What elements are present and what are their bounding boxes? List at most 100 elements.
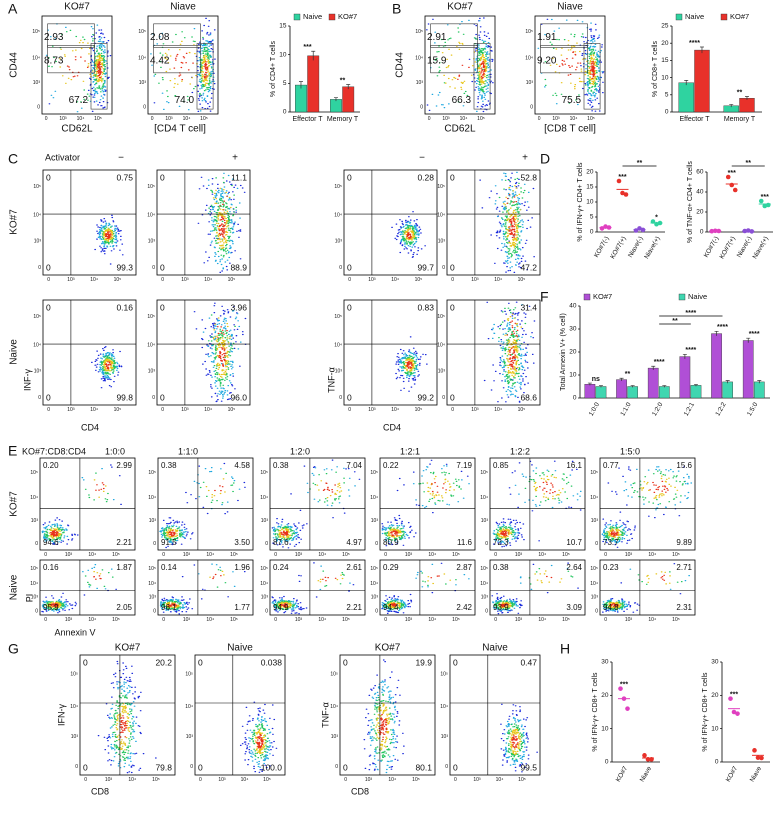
data-point: [623, 192, 629, 197]
quadrant-value: 0.24: [273, 563, 289, 572]
error-bar: [651, 365, 656, 370]
y-tick-label: 5: [283, 80, 287, 87]
event-cloud: [280, 482, 336, 536]
axis-tick-label: 10⁴: [570, 116, 578, 122]
legend-label: Naive: [303, 12, 322, 21]
axis-tick-label: 10⁵: [260, 470, 268, 476]
quadrant-value: 100.0: [261, 762, 283, 772]
x-tick-label: Memory T: [724, 116, 756, 123]
error-bar: [725, 380, 730, 384]
axis-tick-label: 10⁴: [428, 552, 436, 558]
event-cloud: [403, 228, 416, 241]
event-cloud: [384, 572, 457, 610]
column-header: 1:2:1: [400, 446, 420, 456]
event-cloud: [59, 39, 105, 84]
y-tick-label: 5: [590, 214, 594, 221]
y-tick-label: 60: [696, 169, 704, 176]
axis-tick-label: 10³: [186, 734, 194, 740]
quadrant-value: 1.87: [116, 563, 132, 572]
data-point: [728, 696, 733, 701]
axis-tick-label: 10⁴: [148, 581, 156, 587]
axis-tick-label: 0: [384, 617, 387, 623]
ratio-label: KO#7:CD8:CD4: [22, 446, 86, 456]
axis-tick-label: 10⁴: [334, 212, 342, 218]
significance: **: [746, 160, 752, 167]
column-header: −: [419, 153, 425, 164]
event-cloud: [498, 307, 527, 387]
axis-tick-label: 0: [75, 764, 78, 770]
axis-tick-label: 10⁵: [148, 470, 156, 476]
axis-tick-label: 10⁵: [440, 672, 448, 678]
axis-tick-label: 10⁴: [648, 552, 656, 558]
axis-tick-label: 0: [344, 777, 347, 783]
quadrant-value: 0: [450, 172, 455, 182]
axis-tick-label: 0: [595, 608, 598, 614]
axis-tick-label: 10³: [371, 595, 379, 601]
event-cloud: [381, 563, 470, 612]
quadrant-value: 2.87: [456, 563, 472, 572]
axis-tick-label: 0: [494, 552, 497, 558]
caption: [CD8 T cell]: [544, 124, 596, 135]
panel-label: E: [8, 443, 17, 459]
data-point: [620, 190, 625, 196]
axis-label: Annexin V: [54, 627, 95, 637]
axis-tick-label: 10⁵: [518, 277, 526, 283]
axis-tick-label: 10³: [33, 80, 41, 86]
event-cloud: [544, 33, 599, 104]
axis-tick-label: 10³: [526, 80, 534, 86]
axis-tick-label: 0: [454, 777, 457, 783]
plot-title: KO#7: [64, 2, 90, 13]
column-header: 1:2:2: [510, 446, 530, 456]
axis-tick-label: 10⁴: [318, 552, 326, 558]
axis-tick-label: 0: [199, 777, 202, 783]
legend-label: Naive: [685, 12, 704, 21]
data-point: [618, 686, 623, 691]
bar: [722, 381, 733, 399]
axis-label: CD4: [81, 422, 99, 432]
significance: **: [737, 89, 743, 96]
plot-frame: [156, 299, 251, 406]
data-point: [729, 182, 735, 188]
axis-tick-label: 10⁴: [480, 495, 488, 501]
quadrant-value: 0.75: [116, 172, 133, 182]
x-tick-label: Niave(+): [643, 235, 661, 260]
quadrant-value: 3.96: [230, 302, 247, 312]
axis-tick-label: 0: [162, 617, 165, 623]
axis-tick-label: 10⁵: [94, 116, 102, 122]
axis-label: CD44: [395, 52, 406, 78]
event-cloud: [102, 228, 114, 242]
y-tick-label: 20: [586, 169, 594, 176]
legend-swatch: [328, 13, 336, 21]
axis-tick-label: 10⁴: [206, 552, 214, 558]
significance: **: [340, 77, 346, 84]
quadrant-value: 0.14: [161, 563, 177, 572]
quadrant-value: 0: [83, 762, 88, 772]
plot-frame: [42, 299, 137, 406]
axis-tick-label: 0: [428, 116, 431, 122]
quadrant-value: 99.2: [417, 392, 434, 402]
plot-title: Naive: [227, 643, 253, 654]
event-cloud: [429, 19, 492, 112]
axis-tick-label: 10³: [442, 116, 450, 122]
axis-tick-label: 10⁵: [200, 116, 208, 122]
axis-label: CD44: [9, 52, 20, 78]
axis-tick-label: 10⁴: [415, 55, 423, 61]
axis-tick-label: 10³: [405, 552, 413, 558]
axis-tick-label: 10⁵: [342, 552, 350, 558]
event-cloud: [274, 471, 345, 541]
event-cloud: [406, 232, 413, 239]
quadrant-value: 0: [160, 302, 165, 312]
gate: [153, 45, 201, 74]
axis-tick-label: 10⁵: [228, 277, 236, 283]
quadrant-value: 96.1: [161, 603, 177, 612]
axis-tick-label: 10⁵: [185, 672, 193, 678]
error-bar: [662, 385, 667, 388]
y-tick-label: 0: [715, 759, 719, 766]
column-header: 1:2:0: [290, 446, 310, 456]
legend-swatch: [678, 293, 686, 301]
axis-tick-label: 10³: [365, 777, 373, 783]
significance: ****: [689, 40, 700, 47]
quadrant-value: 3.50: [234, 538, 250, 547]
axis-tick-label: 10⁵: [587, 116, 595, 122]
y-tick-label: 10: [601, 725, 609, 732]
